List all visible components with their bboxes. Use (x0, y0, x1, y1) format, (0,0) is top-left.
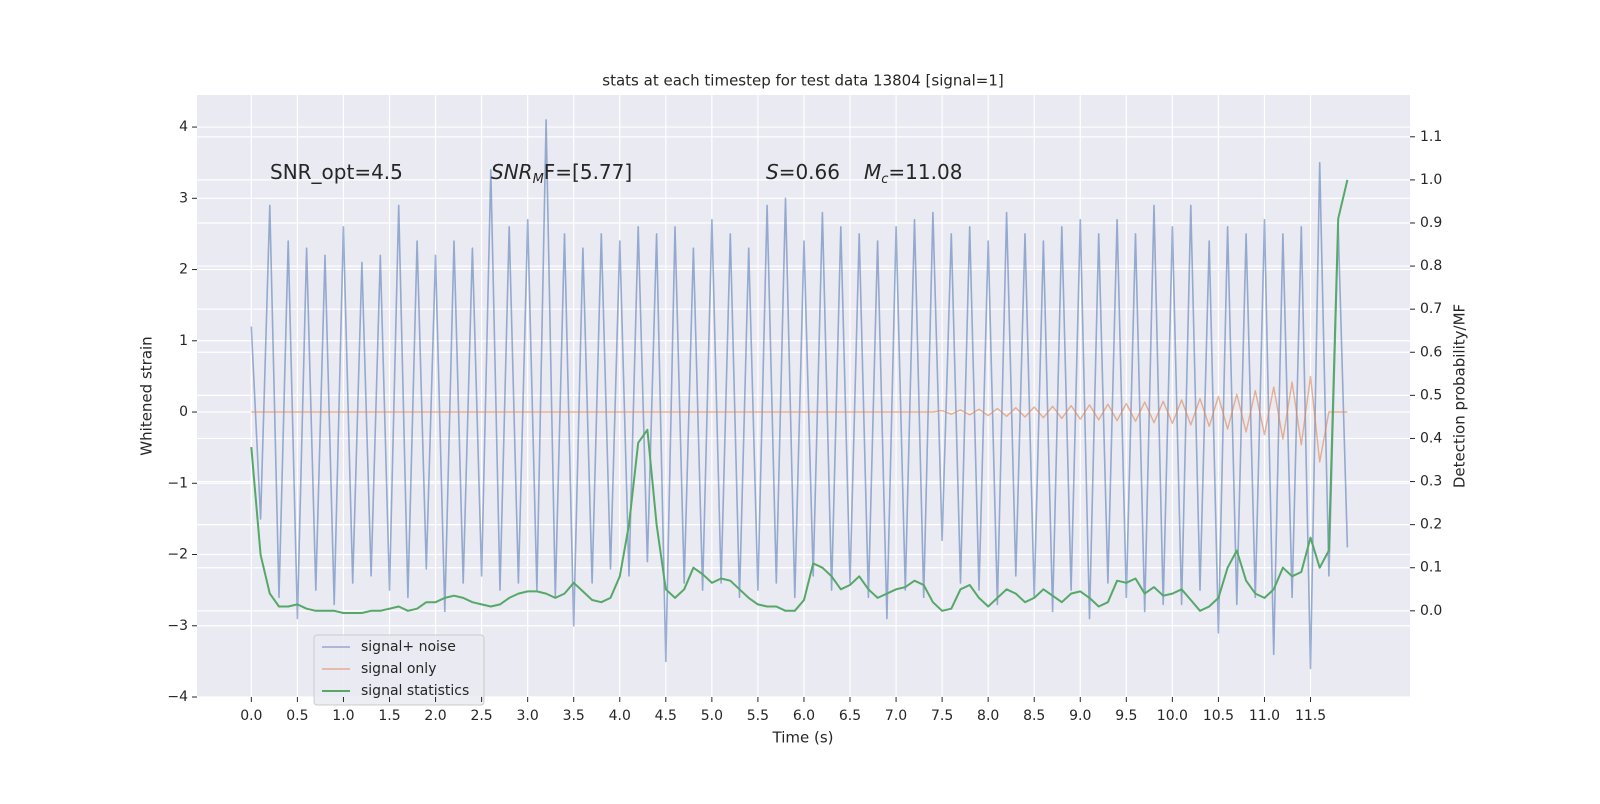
x-tick-label: 4.0 (609, 708, 631, 724)
legend-label: signal only (361, 661, 436, 677)
annotation-subscript: c (881, 172, 888, 187)
y2-tick-label: 0.1 (1420, 560, 1442, 576)
x-tick-label: 2.0 (424, 708, 446, 724)
x-tick-label: 9.5 (1115, 708, 1137, 724)
y-tick-label: 4 (179, 119, 188, 135)
x-tick-label: 1.0 (332, 708, 354, 724)
x-tick-label: 10.0 (1157, 708, 1188, 724)
series-line (250, 179, 1349, 614)
annotation-subscript: M (533, 172, 544, 187)
y2-tick-label: 0.8 (1420, 258, 1442, 274)
x-tick-label: 11.0 (1249, 708, 1280, 724)
x-tick-label: 7.5 (931, 708, 953, 724)
x-tick-label: 5.0 (701, 708, 723, 724)
annotation: S=0.66 Mc=11.08 (766, 160, 962, 187)
annotation-text: =11.08 (888, 160, 962, 184)
x-axis-label: Time (s) (772, 729, 834, 747)
y-tick-label: −3 (167, 618, 188, 634)
y-tick-label: 2 (179, 262, 188, 278)
x-tick-label: 7.0 (885, 708, 907, 724)
y-axis-label: Whitened strain (138, 336, 156, 455)
legend-label: signal statistics (361, 683, 469, 699)
y2-tick-label: 0.3 (1420, 474, 1442, 490)
x-tick-label: 0.5 (286, 708, 308, 724)
y2-tick-label: 0.2 (1420, 517, 1442, 533)
series-line (250, 119, 1349, 670)
y2-tick-label: 0.6 (1420, 344, 1442, 360)
x-tick-label: 0.0 (240, 708, 262, 724)
y2-tick-label: 0.4 (1420, 430, 1442, 446)
x-tick-label: 10.5 (1203, 708, 1234, 724)
y2-axis-label: Detection probability/MF (1451, 304, 1469, 488)
y-tick-label: −1 (167, 475, 188, 491)
x-tick-label: 2.5 (470, 708, 492, 724)
annotation-text: SNR_opt=4.5 (270, 160, 403, 184)
y-tick-label: −4 (167, 689, 188, 705)
y2-tick-label: 0.7 (1420, 301, 1442, 317)
annotation: SNRMF=[5.77] (491, 160, 632, 187)
annotation-text: =0.66 (779, 160, 840, 184)
x-tick-label: 11.5 (1295, 708, 1326, 724)
y2-tick-label: 1.1 (1420, 129, 1442, 145)
x-tick-label: 8.5 (1023, 708, 1045, 724)
y2-tick-label: 0.0 (1420, 603, 1442, 619)
y-tick-label: −2 (167, 547, 188, 563)
x-tick-label: 6.5 (839, 708, 861, 724)
legend-label: signal+ noise (361, 639, 456, 655)
annotation-text: M (864, 160, 881, 184)
annotation-text: S (766, 160, 779, 184)
x-tick-label: 6.0 (793, 708, 815, 724)
x-tick-label: 5.5 (747, 708, 769, 724)
y-tick-label: 1 (179, 333, 188, 349)
x-tick-label: 8.0 (977, 708, 999, 724)
x-tick-label: 1.5 (378, 708, 400, 724)
y-tick-label: 0 (179, 404, 188, 420)
x-tick-label: 4.5 (655, 708, 677, 724)
annotation-text: SNR (491, 160, 533, 184)
chart-title: stats at each timestep for test data 138… (602, 72, 1003, 90)
x-tick-label: 9.0 (1069, 708, 1091, 724)
y-tick-label: 3 (179, 190, 188, 206)
y2-tick-label: 0.9 (1420, 215, 1442, 231)
annotation: SNR_opt=4.5 (270, 160, 403, 184)
x-tick-label: 3.0 (517, 708, 539, 724)
y2-tick-label: 1.0 (1420, 172, 1442, 188)
series-line (251, 375, 1348, 463)
x-tick-label: 3.5 (563, 708, 585, 724)
legend-box (313, 634, 485, 706)
annotation-text: F=[5.77] (544, 160, 632, 184)
y2-tick-label: 0.5 (1420, 387, 1442, 403)
